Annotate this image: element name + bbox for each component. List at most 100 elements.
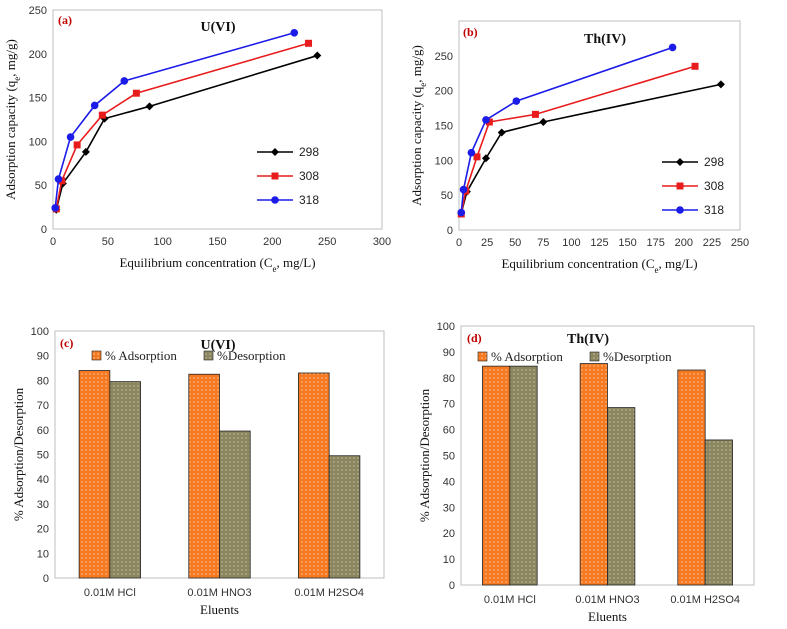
legend-marker-318	[271, 196, 279, 204]
y-axis-label: % Adsorption/Desorption	[417, 388, 432, 522]
data-point-298	[539, 118, 548, 127]
legend-label-308: 308	[704, 179, 724, 193]
y-axis-label: Adsorption capacity (qe, mg/g)	[3, 39, 22, 200]
chart-title: Th(IV)	[584, 32, 626, 47]
plot-frame-b	[458, 20, 741, 231]
y-tick-label: 70	[443, 399, 455, 411]
y-tick-label: 80	[443, 373, 455, 385]
data-point-318	[459, 185, 468, 194]
y-tick-label: 100	[437, 321, 455, 333]
x-axis-label: Eluents	[200, 602, 239, 617]
x-tick-label: 250	[318, 236, 336, 248]
y-tick-label: 150	[435, 121, 453, 133]
y-tick-label: 30	[37, 499, 49, 511]
panel-label: (c)	[60, 336, 73, 350]
legend-label-adsorption: % Adsorption	[491, 349, 563, 364]
data-point-318	[512, 97, 521, 105]
data-point-308	[691, 62, 699, 70]
x-axis-label: Equilibrium concentration (Ce, mg/L)	[119, 255, 315, 274]
x-tick-label: 100	[562, 237, 580, 249]
bar-desorption	[704, 439, 733, 586]
data-point-298	[497, 128, 506, 137]
data-point-308	[132, 89, 140, 97]
bar-adsorption	[677, 369, 706, 586]
plot-frame-a	[52, 9, 383, 230]
y-tick-label: 0	[449, 580, 455, 592]
y-tick-label: 100	[31, 326, 49, 338]
series-line-308	[55, 42, 309, 210]
bar-adsorption	[78, 370, 111, 579]
data-point-298	[145, 102, 154, 111]
x-tick-label: 300	[373, 236, 391, 248]
bar-desorption	[328, 455, 361, 579]
data-point-318	[467, 148, 476, 157]
bar-adsorption	[298, 372, 330, 579]
y-tick-label: 60	[37, 425, 49, 437]
y-tick-label: 10	[443, 554, 455, 566]
series-line-298	[55, 54, 318, 210]
legend-label-adsorption: % Adsorption	[105, 348, 177, 363]
y-tick-label: 100	[435, 155, 453, 167]
y-tick-label: 0	[41, 224, 47, 236]
x-tick-label: 50	[509, 237, 521, 249]
chart-b: 0 50 100 150 200 250 0 25 50 75 100 125 150 175 200 225…	[409, 20, 749, 275]
y-tick-label: 50	[441, 190, 453, 202]
y-tick-label: 200	[435, 86, 453, 98]
x-axis-label: Equilibrium concentration (Ce, mg/L)	[501, 256, 697, 275]
legend-label-desorption: %Desorption	[603, 349, 672, 364]
x-tick-label: 0.01M H2SO4	[294, 587, 364, 599]
x-tick-label: 225	[703, 237, 721, 249]
data-point-308	[305, 39, 313, 47]
bar-adsorption	[482, 365, 511, 586]
y-tick-label: 20	[443, 528, 455, 540]
y-tick-label: 50	[35, 180, 47, 192]
x-tick-label: 200	[263, 236, 281, 248]
x-tick-label: 150	[618, 237, 636, 249]
y-tick-label: 20	[37, 524, 49, 536]
legend-label-298: 298	[299, 145, 319, 159]
x-tick-label: 0	[456, 237, 462, 249]
panel-label: (a)	[58, 13, 72, 27]
data-point-318	[668, 43, 677, 52]
chart-title: U(VI)	[201, 20, 236, 35]
data-point-318	[54, 175, 63, 183]
y-axis-label: Adsorption capacity (qe, mg/g)	[409, 45, 428, 206]
bar-adsorption	[188, 373, 220, 579]
data-point-318	[482, 116, 490, 124]
data-point-308	[485, 118, 493, 126]
chart-c: 0 10 20 30 40 50 60 70 80 90 100 0.01M HCl 0.01M HNO…	[11, 326, 385, 617]
x-tick-label: 0.01M HCl	[84, 587, 136, 599]
x-tick-label: 50	[102, 236, 114, 248]
x-tick-label: 0.01M H2SO4	[670, 594, 740, 606]
x-tick-label: 25	[481, 237, 493, 249]
data-point-298	[81, 147, 90, 156]
x-tick-label: 100	[153, 236, 171, 248]
y-tick-label: 80	[37, 375, 49, 387]
series-line-318	[54, 32, 295, 209]
panel-label: (d)	[467, 331, 482, 345]
legend-swatch-adsorption	[91, 350, 102, 361]
x-tick-label: 75	[537, 237, 549, 249]
chart-a: 0 50 100 150 200 250 0 50 100 150 200 250 300 Equilib…	[3, 5, 391, 274]
legend-swatch-desorption	[589, 351, 600, 362]
x-tick-label: 125	[590, 237, 608, 249]
bar-desorption	[509, 365, 538, 586]
y-tick-label: 30	[443, 502, 455, 514]
bar-desorption	[607, 407, 636, 586]
data-point-308	[531, 110, 539, 118]
data-point-318	[457, 208, 466, 217]
y-tick-label: 100	[29, 136, 47, 148]
data-point-308	[473, 153, 481, 161]
y-tick-label: 200	[29, 49, 47, 61]
legend-label-318: 318	[299, 193, 319, 207]
y-tick-label: 50	[37, 450, 49, 462]
chart-d: 0 10 20 30 40 50 60 70 80 90 100 0.01M HCl 0.01M HNO…	[417, 321, 755, 624]
x-tick-label: 150	[208, 236, 226, 248]
legend-marker-308	[271, 172, 279, 180]
x-tick-label: 250	[731, 237, 749, 249]
y-tick-label: 40	[37, 474, 49, 486]
data-point-298	[481, 154, 490, 163]
y-tick-label: 90	[443, 347, 455, 359]
x-tick-label: 0.01M HNO3	[187, 587, 251, 599]
